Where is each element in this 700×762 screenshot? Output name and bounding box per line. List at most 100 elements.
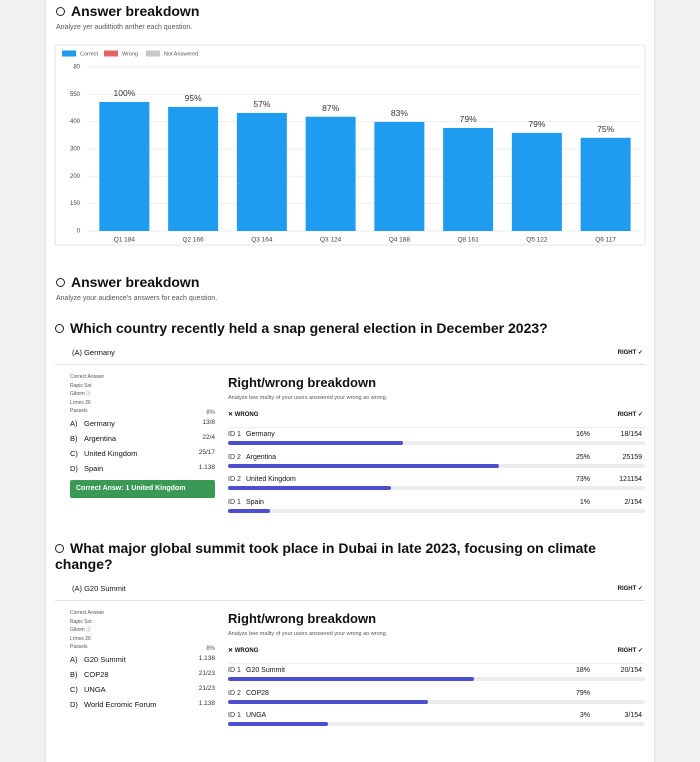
breakdown: Right/wrong breakdown Analyze bee mality … [228, 609, 645, 732]
bar-label: 75% [597, 124, 614, 134]
option-letter: A) [70, 654, 78, 664]
row-count: 20/154 [620, 667, 642, 674]
y-tick-label: 550 [70, 92, 81, 98]
right-header: RIGHT ✓ [617, 648, 643, 654]
bar-label: 87% [322, 103, 339, 113]
y-tick-label: 150 [70, 201, 81, 207]
breakdown-header: ✕ WRONG RIGHT ✓ [228, 647, 645, 664]
correct-button[interactable]: Correct Answ: 1 United Kingdom [70, 479, 215, 498]
bar-track [228, 699, 645, 704]
bar-label: 95% [185, 93, 202, 103]
question-body: Correct Answer Rapis Sot Gibom ⓘ Lrmes 26 Pa… [55, 373, 645, 518]
row-count: 25159 [622, 453, 642, 461]
icon [55, 543, 64, 553]
legend-label: Correct [80, 51, 99, 57]
legend-swatch [104, 50, 118, 57]
breakdown-row: ID 1 Germany 16% 18/154 [228, 428, 645, 451]
option-letter: D) [70, 699, 78, 709]
row-label: Spain [246, 498, 264, 506]
title-text: Answer breakdown [71, 3, 200, 19]
bar-fill [228, 486, 391, 490]
row-percent: 73% [575, 476, 590, 483]
options-panel: Correct Answer Rapis Sot Gibom ⓘ Lrmes 26 Pa… [70, 373, 215, 518]
section-title: Answer breakdown [56, 274, 199, 290]
status: RIGHT ✓ [617, 350, 643, 356]
row-label: UNGA [246, 712, 267, 719]
option-label: Argentina [84, 433, 117, 443]
option-label: World Ecromic Forum [84, 699, 157, 709]
row-count: 2/154 [624, 498, 642, 506]
breakdown-header: ✕ WRONG RIGHT ✓ [228, 411, 645, 428]
answer: (A) G20 Summit [72, 584, 126, 593]
y-tick-label: 200 [70, 174, 81, 180]
row-label: G20 Summit [246, 667, 285, 674]
breakdown-row: ID 1 G20 Summit 18% 20/154 [228, 664, 645, 687]
option-letter: D) [70, 463, 78, 473]
legend-swatch [146, 50, 160, 57]
option-label: Germany [84, 418, 115, 428]
question-title: Which country recently held a snap gener… [55, 320, 600, 336]
option: A) G20 Summit 1.138 [70, 652, 215, 667]
y-tick-label: 80 [73, 65, 80, 71]
bar-track [228, 722, 645, 726]
meta-line: Lrmes 26 [70, 399, 91, 406]
x-tick-label: Q6 117 [595, 237, 616, 244]
option-letter: B) [70, 433, 78, 443]
legend-label: Not Answered [164, 51, 198, 57]
question-text: Which country recently held a snap gener… [70, 320, 548, 336]
bar [580, 137, 631, 231]
bar-label: 83% [391, 108, 408, 118]
pct-header: 8% [206, 645, 215, 652]
question-title: What major global summit took place in D… [55, 540, 600, 572]
question: What major global summit took place in D… [55, 540, 645, 732]
bar-label: 57% [253, 99, 270, 109]
bar-fill [228, 699, 429, 704]
breakdown-title: Right/wrong breakdown [228, 611, 377, 626]
meta-line: Rapis Sot [70, 618, 92, 625]
icon [56, 6, 65, 16]
option-count: 1.138 [198, 463, 215, 471]
chart-frame [54, 44, 646, 246]
bar [511, 132, 562, 231]
row-count: 3/154 [624, 712, 642, 719]
title-text: Answer breakdown [71, 274, 200, 290]
x-tick-label: Q5 122 [526, 237, 548, 244]
bar [99, 101, 150, 231]
meta-line: Correct Answer [70, 610, 105, 616]
bar-track [228, 463, 645, 468]
bar-fill [228, 722, 329, 726]
bar [168, 106, 219, 231]
meta-line: Correct Answer [70, 374, 105, 380]
row-id: ID 1 [228, 498, 241, 506]
breakdown-row: ID 2 COP28 79% [228, 687, 645, 710]
row-percent: 1% [579, 498, 590, 506]
option-letter: C) [70, 448, 78, 458]
row-id: ID 1 [228, 431, 241, 438]
meta-line: Rapis Sot [70, 382, 92, 389]
option-count: 25/17 [198, 448, 215, 456]
question: Which country recently held a snap gener… [55, 320, 645, 518]
pct-header: 8% [206, 409, 215, 416]
bar [374, 121, 425, 231]
bar [236, 112, 287, 231]
bar [305, 116, 356, 231]
wrong-header: ✕ WRONG [228, 412, 259, 418]
legend-label: Wrong [122, 51, 138, 57]
section-title: Answer breakdown [56, 3, 199, 19]
breakdown-row: ID 2 United Kingdom 73% 121154 [228, 473, 645, 496]
x-tick-label: Q2 166 [182, 237, 204, 244]
y-tick-label: 400 [70, 119, 81, 125]
meta-line: Gibom ⓘ [70, 391, 92, 398]
bar-fill [228, 508, 270, 513]
y-tick-label: 0 [77, 229, 81, 235]
legend-swatch [62, 50, 76, 57]
breakdown-subtitle: Analyze bee mality of your users answere… [228, 631, 388, 637]
row-percent: 25% [575, 453, 590, 461]
bar-label: 100% [114, 88, 136, 98]
option: A) Germany 13/8 [70, 416, 215, 431]
option: D) World Ecromic Forum 1.138 [70, 697, 215, 712]
option: C) UNGA 21/23 [70, 682, 215, 697]
row-label: Germany [246, 431, 275, 438]
option-letter: A) [70, 418, 78, 428]
